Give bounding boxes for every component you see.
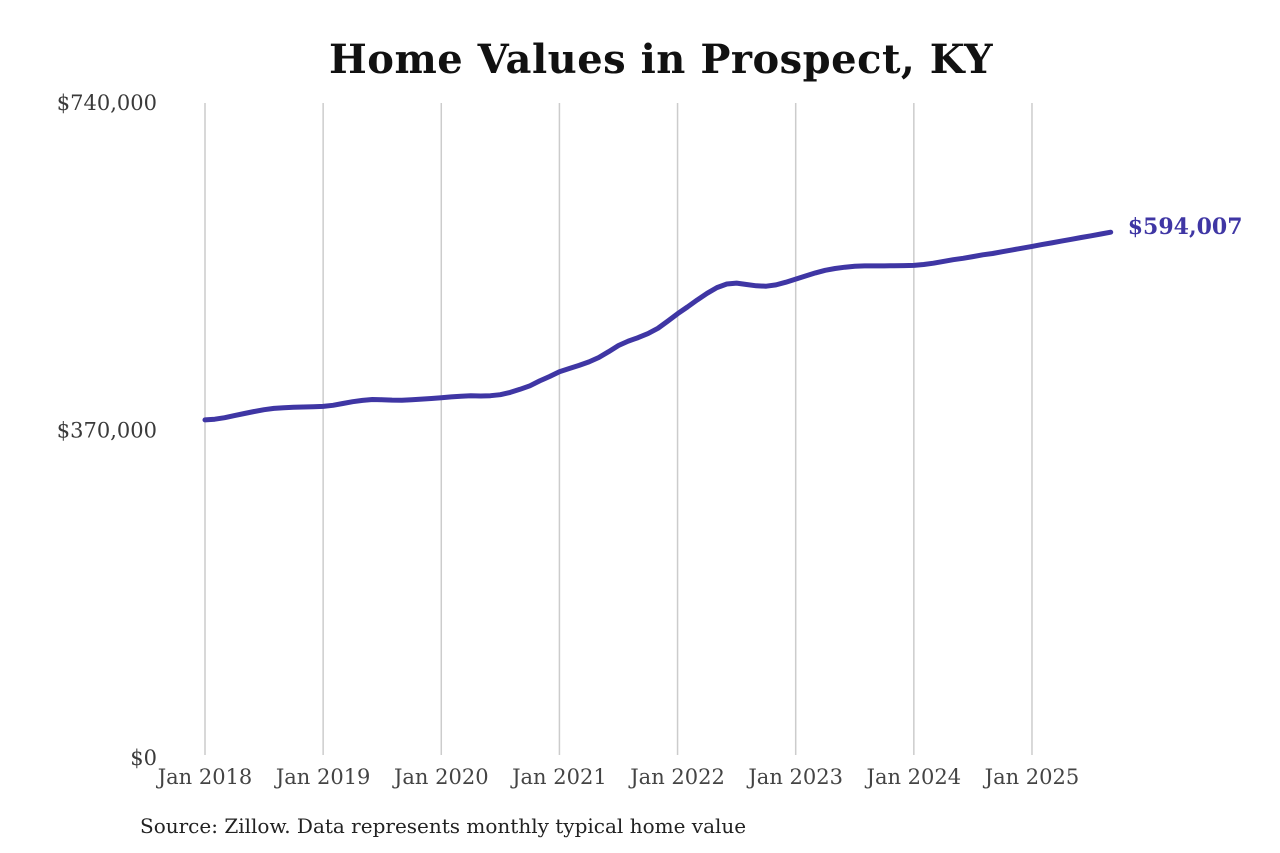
x-tick-label: Jan 2023 [746, 765, 843, 789]
x-tick-label: Jan 2020 [392, 765, 489, 789]
y-tick-label: $0 [130, 746, 157, 770]
y-tick-label: $370,000 [57, 419, 157, 443]
x-tick-label: Jan 2024 [865, 765, 962, 789]
x-tick-label: Jan 2022 [628, 765, 725, 789]
x-tick-label: Jan 2025 [983, 765, 1080, 789]
source-note: Source: Zillow. Data represents monthly … [140, 814, 747, 838]
y-tick-label: $740,000 [57, 91, 157, 115]
latest-value-label: $594,007 [1128, 214, 1243, 240]
home-value-line [202, 229, 1114, 423]
x-tick-label: Jan 2021 [510, 765, 607, 789]
x-tick-label: Jan 2018 [156, 765, 253, 789]
x-tick-label: Jan 2019 [274, 765, 371, 789]
chart-title: Home Values in Prospect, KY [328, 36, 994, 83]
